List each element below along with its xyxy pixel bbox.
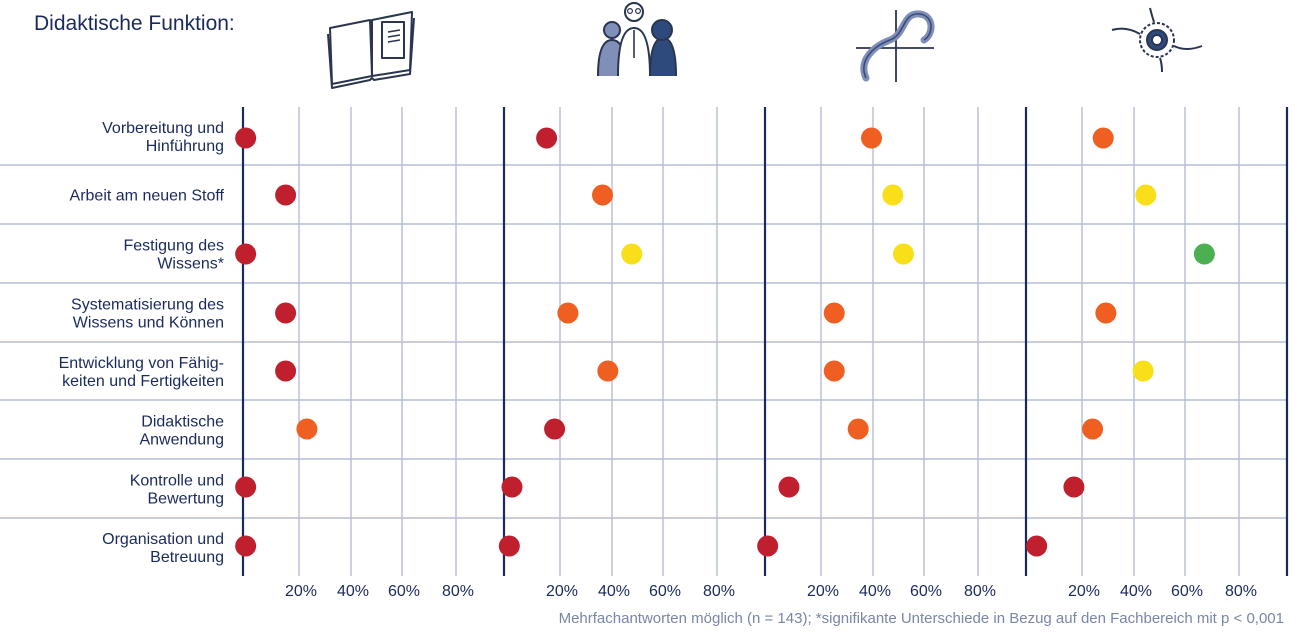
row-label: Wissens* [157, 256, 224, 273]
data-point [861, 127, 882, 149]
data-points [235, 127, 1215, 557]
row-label: Organisation und [102, 531, 224, 548]
x-tick-labels: 20% 40% 60% 80% 20% 40% 60% 80% 20% 40% 60% 80% 20% 4… [285, 583, 1257, 600]
data-point [275, 360, 297, 382]
x-tick-label: 60% [388, 583, 420, 600]
x-tick-label: 40% [1120, 583, 1152, 600]
data-point [1135, 184, 1157, 206]
x-tick-label: 20% [807, 583, 839, 600]
x-tick-label: 20% [546, 583, 578, 600]
data-point [847, 418, 869, 440]
x-tick-label: 60% [1171, 583, 1203, 600]
data-point [597, 360, 619, 382]
data-point [235, 127, 257, 149]
data-point [1193, 243, 1215, 265]
row-label: Arbeit am neuen Stoff [70, 188, 225, 205]
chart-footnote: Mehrfachantworten möglich (n = 143); *si… [559, 610, 1284, 627]
x-tick-label: 40% [598, 583, 630, 600]
chart-title: Didaktische Funktion: [34, 12, 235, 35]
data-point [592, 184, 614, 206]
x-tick-label: 40% [337, 583, 369, 600]
data-point [544, 418, 566, 440]
data-point [296, 418, 318, 440]
data-point [1095, 302, 1117, 324]
data-point [1082, 418, 1104, 440]
data-point [1063, 476, 1085, 498]
data-point [823, 302, 845, 324]
x-tick-label: 80% [442, 583, 474, 600]
data-point [757, 535, 779, 557]
x-tick-label: 80% [964, 583, 996, 600]
data-point [778, 476, 800, 498]
row-label: keiten und Fertigkeiten [62, 373, 224, 390]
data-point [882, 184, 904, 206]
panel-icons [327, 2, 1203, 89]
x-tick-label: 80% [703, 583, 735, 600]
row-label: Betreuung [150, 549, 224, 566]
data-point [536, 127, 558, 149]
people-group-icon [597, 2, 677, 77]
data-point [557, 302, 579, 324]
x-tick-label: 60% [649, 583, 681, 600]
function-curve-icon [856, 10, 935, 82]
data-point [235, 535, 257, 557]
x-tick-label: 20% [1068, 583, 1100, 600]
row-label: Systematisierung des [71, 297, 224, 314]
data-point [275, 302, 297, 324]
row-label: Wissens und Können [73, 315, 224, 332]
data-point [501, 476, 523, 498]
row-label: Festigung des [123, 238, 224, 255]
row-label: Bewertung [148, 491, 225, 508]
data-point [823, 360, 845, 382]
data-point [275, 184, 297, 206]
row-label: Entwicklung von Fähig- [59, 355, 224, 372]
data-point [235, 476, 257, 498]
data-point [235, 243, 257, 265]
x-tick-label: 60% [910, 583, 942, 600]
grid [0, 107, 1289, 576]
row-label: Anwendung [139, 432, 224, 449]
x-tick-label: 80% [1225, 583, 1257, 600]
open-book-icon [327, 11, 415, 89]
data-point [621, 243, 643, 265]
row-label: Didaktische [141, 414, 224, 431]
data-point [498, 535, 520, 557]
row-label: Vorbereitung und [102, 120, 224, 137]
x-tick-label: 40% [859, 583, 891, 600]
x-tick-label: 20% [285, 583, 317, 600]
row-label: Hinführung [146, 138, 224, 155]
row-label: Kontrolle und [130, 473, 224, 490]
data-point [1026, 535, 1048, 557]
data-point [892, 243, 914, 265]
gear-hands-icon [1111, 7, 1203, 73]
data-point [1132, 360, 1154, 382]
data-point [1092, 127, 1114, 149]
